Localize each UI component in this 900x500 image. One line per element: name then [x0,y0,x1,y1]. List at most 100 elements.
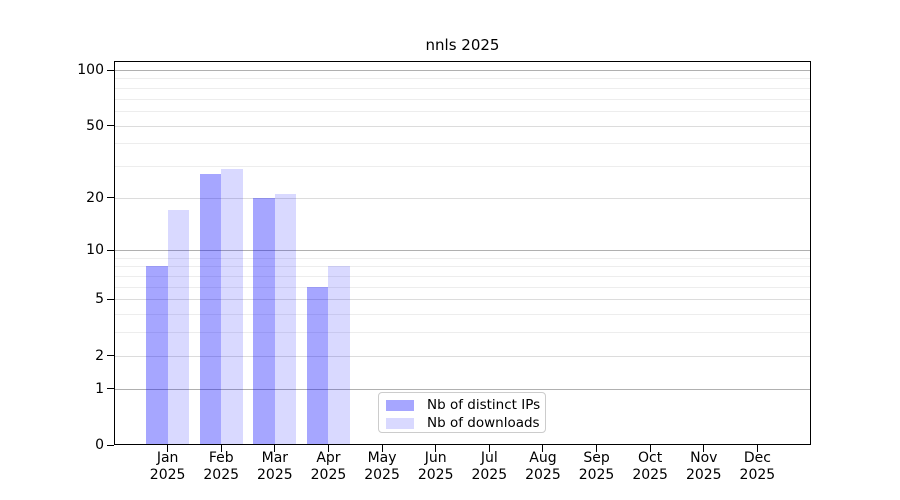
x-tick-year: 2025 [739,467,776,483]
bar-distinct-ips [306,286,329,444]
gridlines-layer [115,62,810,444]
x-tick-mark [381,445,383,452]
gridline-minor [115,78,810,80]
x-tick-mark [649,445,651,452]
x-tick-year: 2025 [471,467,508,483]
x-axis-tick-label: May 2025 [342,450,422,484]
gridline-minor [115,276,810,278]
x-tick-month: May [367,450,397,466]
x-axis-tick-label: Dec 2025 [717,450,797,484]
gridline-minor [115,87,810,89]
gridline-minor [115,286,810,288]
y-axis-tick-label: 100 [77,62,104,78]
x-tick-mark [167,445,169,452]
bar-downloads [328,266,350,444]
legend-label-downloads: Nb of downloads [427,415,540,431]
gridline-major [115,197,810,199]
y-axis-tick-label: 10 [86,242,104,259]
legend-swatch-downloads [386,417,414,429]
gridline-major [115,125,810,127]
x-tick-mark [756,445,758,452]
x-axis-tick-label: Jul 2025 [449,450,529,484]
legend-label-distinct-ips: Nb of distinct IPs [427,397,541,413]
y-tick-mark [107,355,114,357]
x-tick-year: 2025 [203,467,240,483]
x-tick-month: Sep [583,450,610,466]
x-axis-tick-label: Sep 2025 [557,450,637,484]
x-tick-month: Aug [529,450,557,466]
x-tick-year: 2025 [417,467,454,483]
x-tick-month: Jul [480,450,498,466]
legend-item-downloads: Nb of downloads [386,415,545,431]
bar-downloads [221,168,243,444]
y-tick-mark [107,388,114,390]
gridline-emphasized [115,70,810,71]
x-tick-month: Nov [690,450,718,466]
x-axis-tick-label: Jan 2025 [128,450,208,484]
gridline-minor [115,266,810,268]
legend-swatch-distinct-ips [386,399,414,411]
bar-distinct-ips [253,197,275,444]
gridline-emphasized [115,388,810,390]
x-tick-mark [542,445,544,452]
y-tick-mark [107,125,114,127]
x-tick-year: 2025 [364,467,400,483]
x-tick-month: Mar [261,450,289,466]
x-tick-year: 2025 [525,467,561,483]
x-axis-tick-label: Aug 2025 [503,450,583,484]
x-axis-tick-label: Feb 2025 [181,450,261,484]
x-tick-month: Oct [638,450,663,466]
x-axis-tick-label: Jun 2025 [396,450,476,484]
x-tick-mark [327,445,329,452]
bars-layer [115,62,810,444]
gridline-minor [115,143,810,145]
x-tick-year: 2025 [257,467,293,483]
y-axis-tick-label: 0 [95,437,104,453]
x-tick-year: 2025 [310,467,347,483]
x-axis-tick-label: Mar 2025 [235,450,315,484]
x-tick-month: Jun [424,450,447,466]
bar-distinct-ips [199,174,222,444]
x-tick-mark [488,445,490,452]
y-axis-tick-label: 20 [86,189,104,206]
x-tick-month: Jan [156,450,179,466]
bar-distinct-ips [146,266,168,444]
gridline-major [115,299,810,301]
x-tick-mark [435,445,437,452]
y-axis-tick-label: 50 [86,117,104,134]
x-axis-tick-label: Oct 2025 [610,450,690,484]
legend-item-distinct-ips: Nb of distinct IPs [386,397,545,413]
y-axis-tick-label: 2 [95,347,104,364]
x-tick-mark [703,445,705,452]
y-axis-tick-label: 1 [95,380,104,397]
plot-area [114,61,811,445]
gridline-emphasized [115,250,810,252]
x-tick-month: Apr [316,450,341,466]
gridline-minor [115,98,810,100]
gridline-major [115,355,810,357]
y-tick-mark [107,197,114,199]
gridline-minor [115,110,810,112]
x-tick-mark [596,445,598,452]
x-tick-year: 2025 [685,467,722,483]
y-axis-tick-label: 5 [95,291,104,308]
x-axis-tick-label: Nov 2025 [664,450,744,484]
y-tick-mark [107,249,114,251]
chart-title: nnls 2025 [425,36,500,54]
y-tick-mark [107,69,114,71]
x-tick-year: 2025 [578,467,615,483]
x-tick-year: 2025 [149,467,186,483]
y-tick-mark [107,298,114,300]
gridline-minor [115,314,810,316]
gridline-minor [115,332,810,334]
x-tick-mark [274,445,276,452]
y-tick-mark [107,444,114,446]
x-tick-mark [220,445,222,452]
gridline-minor [115,257,810,259]
legend: Nb of distinct IPs Nb of downloads [378,392,546,433]
x-axis-tick-label: Apr 2025 [288,450,368,484]
bar-downloads [167,210,190,444]
bar-downloads [274,193,297,444]
x-tick-month: Dec [743,450,771,466]
